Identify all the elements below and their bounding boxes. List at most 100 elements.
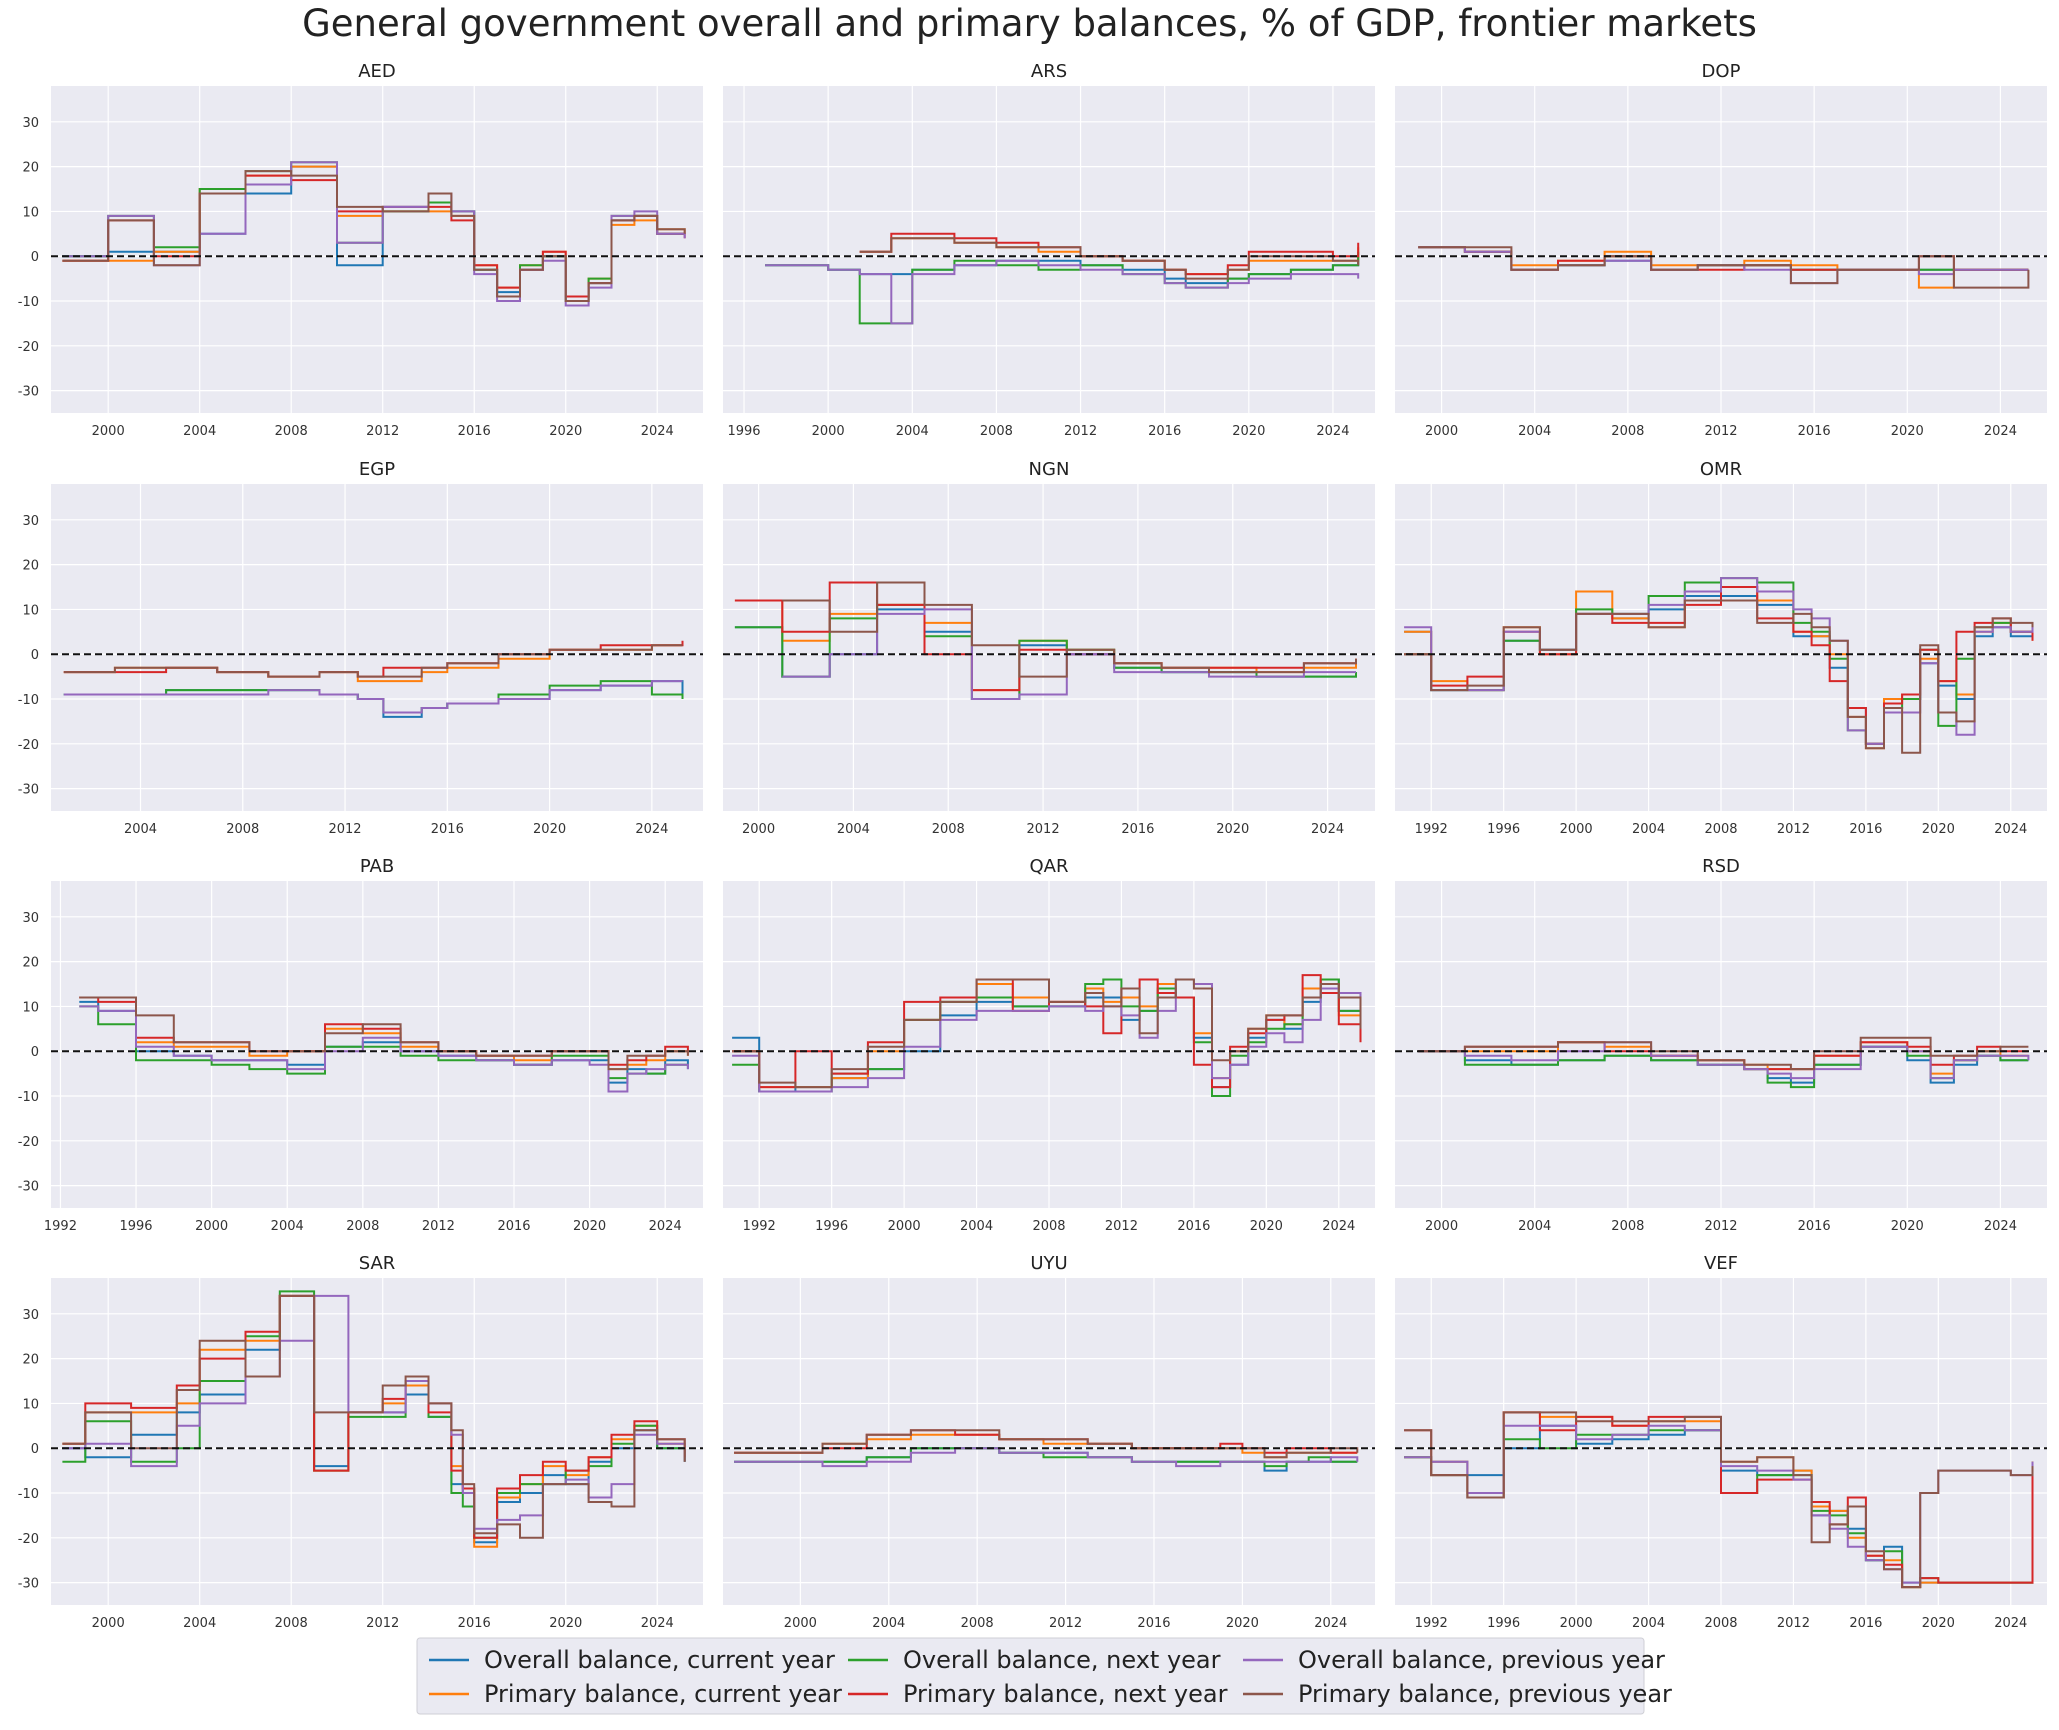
x-tick-label: 2024 [1322,1219,1355,1234]
plot-area [51,86,703,413]
x-tick-label: 2020 [1216,822,1249,837]
y-tick-label: 20 [22,956,39,971]
x-tick-label: 2020 [549,1616,582,1631]
panel-title: ARS [1031,61,1067,82]
y-tick-label: 0 [31,250,39,265]
x-tick-label: 2008 [932,822,965,837]
panel-title: DOP [1702,61,1741,82]
x-tick-label: 2012 [1777,1616,1810,1631]
series-line-overall-balance-previous-year [782,608,1356,700]
x-tick-label: 2004 [837,822,870,837]
series-line-primary-balance-previous-year [63,644,683,678]
y-tick-label: -10 [18,693,39,708]
y-tick-label: -30 [18,1577,39,1592]
y-tick-label: 10 [22,205,39,220]
x-tick-label: 2020 [1891,424,1924,439]
chart-title: General government overall and primary b… [302,2,1757,45]
series-line-overall-balance-previous-year [734,1447,1359,1468]
series-group [734,1429,1359,1472]
y-tick-label: 30 [22,1308,39,1323]
x-tick-label: 2008 [275,424,308,439]
x-tick-label: 2012 [366,1616,399,1631]
series-group [734,581,1357,700]
series-line-primary-balance-previous-year [62,170,686,302]
x-tick-label: 2000 [888,1219,921,1234]
x-tick-label: 2000 [812,424,845,439]
y-tick-label: 10 [22,603,39,618]
x-tick-label: 2008 [1611,424,1644,439]
legend-label: Overall balance, previous year [1298,1646,1665,1674]
series-line-overall-balance-previous-year [765,259,1360,325]
x-tick-label: 1992 [44,1219,77,1234]
x-tick-label: 1996 [1487,1616,1520,1631]
x-tick-label: 2016 [497,1219,530,1234]
x-tick-label: 2016 [1148,424,1181,439]
series-line-primary-balance-previous-year [1404,1411,2034,1589]
x-tick-label: 2008 [1704,1616,1737,1631]
x-tick-label: 2000 [1425,424,1458,439]
x-tick-label: 2016 [1177,1219,1210,1234]
x-tick-label: 1992 [1415,822,1448,837]
x-tick-label: 2016 [1137,1616,1170,1631]
x-tick-label: 2012 [422,1219,455,1234]
x-tick-label: 2004 [1632,1616,1665,1631]
x-tick-label: 2024 [1311,822,1344,837]
series-group [62,161,686,307]
x-tick-label: 2024 [641,424,674,439]
x-tick-label: 2004 [960,1219,993,1234]
x-tick-label: 2008 [275,1616,308,1631]
y-tick-label: -20 [18,1532,39,1547]
x-tick-label: 2000 [1560,822,1593,837]
x-tick-label: 2024 [1314,1616,1347,1631]
x-tick-label: 2016 [1798,424,1831,439]
x-tick-label: 2012 [1777,822,1810,837]
x-tick-label: 2016 [1849,1616,1882,1631]
series-line-overall-balance-previous-year [63,680,683,714]
panel-sar: SAR 2000 2004 2008 2012 2016 2020 2024 -30 -20 -10… [18,1253,703,1631]
panel-uyu: UYU 2000 2004 2008 2012 2016 2020 2024 [723,1253,1375,1631]
x-tick-label: 2004 [183,424,216,439]
x-tick-label: 2024 [1984,424,2017,439]
series-line-overall-balance-next-year [79,1005,688,1080]
y-tick-label: 20 [22,559,39,574]
panel-vef: VEF 1992 1996 2000 2004 2008 2012 2016 2020 2024 [1395,1253,2047,1631]
series-line-primary-balance-previous-year [734,1429,1359,1459]
panel-title: PAB [360,856,394,877]
x-tick-label: 2000 [92,1616,125,1631]
y-tick-label: 20 [22,1353,39,1368]
panel-title: QAR [1030,856,1069,877]
y-tick-label: 30 [22,116,39,131]
x-tick-label: 2024 [641,1616,674,1631]
y-tick-label: -30 [18,783,39,798]
series-line-primary-balance-previous-year [79,996,689,1071]
x-tick-label: 2020 [573,1219,606,1234]
x-tick-label: 2012 [328,822,361,837]
x-tick-label: 2004 [872,1616,905,1631]
legend-label: Primary balance, next year [903,1680,1228,1708]
series-line-primary-balance-previous-year [1418,1036,2029,1071]
x-tick-label: 2024 [1994,822,2027,837]
legend-label: Primary balance, previous year [1298,1680,1672,1708]
x-tick-label: 2020 [1891,1219,1924,1234]
y-tick-label: 10 [22,1000,39,1015]
panel-omr: OMR 1992 1996 2000 2004 2008 2012 2016 2020 2024 [1395,459,2047,837]
x-tick-label: 1996 [1487,822,1520,837]
plot-area [723,86,1375,413]
x-tick-label: 1996 [119,1219,152,1234]
panel-title: EGP [359,459,395,480]
panel-pab: PAB 1992 1996 2000 2004 2008 2012 2016 2020 2024 -… [18,856,703,1234]
panel-title: VEF [1704,1253,1738,1274]
y-tick-label: -30 [18,385,39,400]
y-tick-label: 0 [31,648,39,663]
x-tick-label: 2016 [1798,1219,1831,1234]
legend: Overall balance, current year Primary bal… [416,1637,1672,1715]
x-tick-label: 2004 [124,822,157,837]
y-tick-label: -30 [18,1180,39,1195]
x-tick-label: 2020 [1232,424,1265,439]
y-tick-label: 0 [31,1045,39,1060]
x-tick-label: 2012 [366,424,399,439]
panel-title: SAR [359,1253,396,1274]
plot-area [51,484,703,811]
x-tick-label: 2024 [649,1219,682,1234]
panel-title: UYU [1030,1253,1067,1274]
